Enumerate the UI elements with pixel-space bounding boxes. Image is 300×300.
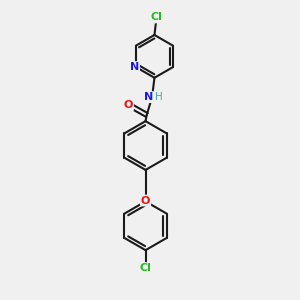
Text: N: N (144, 92, 153, 102)
Text: Cl: Cl (150, 12, 162, 22)
Text: O: O (124, 100, 133, 110)
Text: N: N (130, 62, 139, 72)
Text: O: O (141, 196, 150, 206)
Text: Cl: Cl (140, 263, 152, 273)
Text: H: H (155, 92, 163, 102)
